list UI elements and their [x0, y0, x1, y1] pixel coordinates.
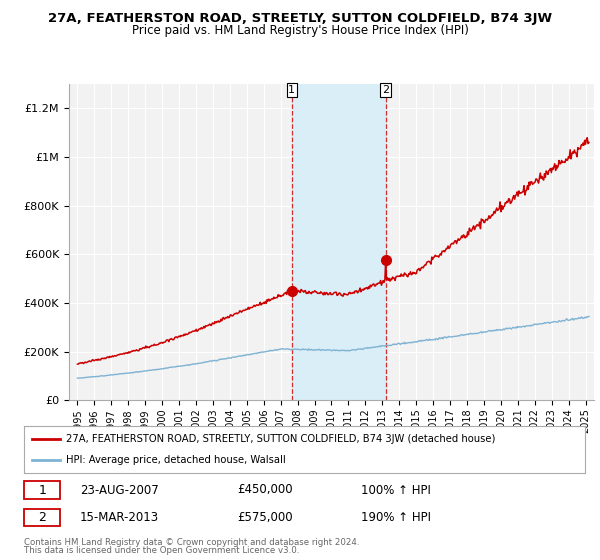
- Text: This data is licensed under the Open Government Licence v3.0.: This data is licensed under the Open Gov…: [24, 546, 299, 555]
- Text: 100% ↑ HPI: 100% ↑ HPI: [361, 483, 430, 497]
- Text: 1: 1: [38, 483, 46, 497]
- Text: 27A, FEATHERSTON ROAD, STREETLY, SUTTON COLDFIELD, B74 3JW: 27A, FEATHERSTON ROAD, STREETLY, SUTTON …: [48, 12, 552, 25]
- Text: £575,000: £575,000: [237, 511, 293, 524]
- Text: Price paid vs. HM Land Registry's House Price Index (HPI): Price paid vs. HM Land Registry's House …: [131, 24, 469, 37]
- FancyBboxPatch shape: [24, 508, 61, 526]
- Text: 2: 2: [382, 85, 389, 95]
- Text: HPI: Average price, detached house, Walsall: HPI: Average price, detached house, Wals…: [66, 455, 286, 465]
- Text: 15-MAR-2013: 15-MAR-2013: [80, 511, 159, 524]
- FancyBboxPatch shape: [24, 481, 61, 498]
- Text: 27A, FEATHERSTON ROAD, STREETLY, SUTTON COLDFIELD, B74 3JW (detached house): 27A, FEATHERSTON ROAD, STREETLY, SUTTON …: [66, 434, 496, 444]
- Text: £450,000: £450,000: [237, 483, 293, 497]
- Text: 1: 1: [288, 85, 295, 95]
- Bar: [292, 84, 386, 400]
- Text: Contains HM Land Registry data © Crown copyright and database right 2024.: Contains HM Land Registry data © Crown c…: [24, 538, 359, 547]
- Text: 23-AUG-2007: 23-AUG-2007: [80, 483, 159, 497]
- Text: 190% ↑ HPI: 190% ↑ HPI: [361, 511, 431, 524]
- Text: 2: 2: [38, 511, 46, 524]
